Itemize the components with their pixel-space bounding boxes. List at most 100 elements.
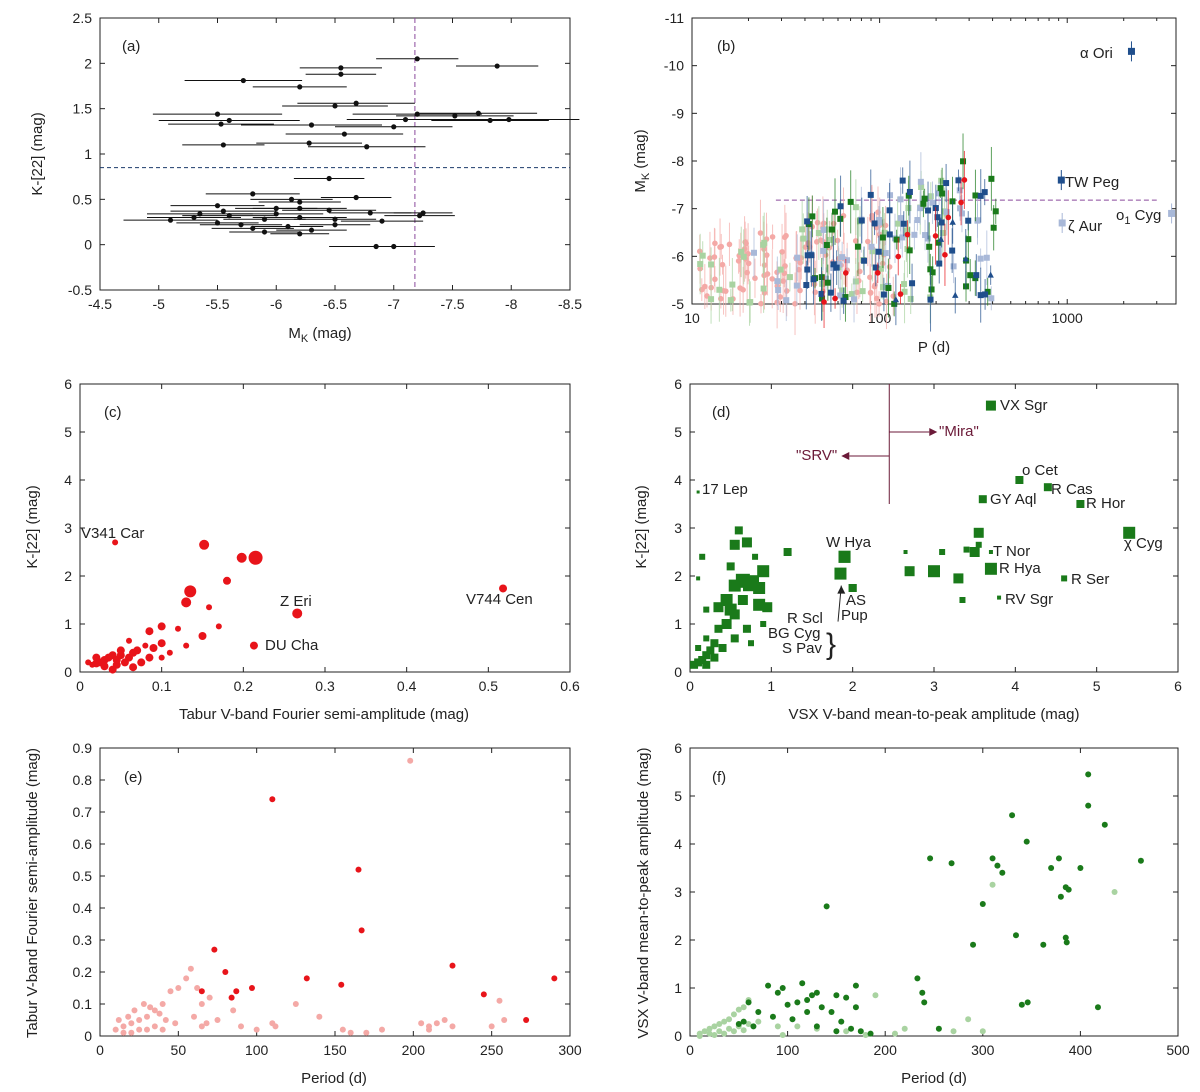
data-point-dark — [769, 1013, 776, 1020]
data-point-light — [418, 1020, 425, 1027]
ticks-f: 0 100 200 300 400 500 0 1 2 3 4 5 6 — [674, 740, 1190, 1058]
data-point — [757, 230, 764, 236]
x-tick-label: -8 — [505, 296, 518, 312]
data-point — [929, 269, 936, 276]
label-17-lep: 17 Lep — [702, 481, 748, 498]
data-point — [338, 71, 344, 77]
label-mira: "Mira" — [939, 423, 979, 440]
y-axis-label-c: K-[22] (mag) — [24, 485, 41, 568]
data-point — [962, 255, 969, 262]
data-point — [953, 573, 964, 584]
label-pup: Pup — [841, 607, 868, 624]
data-point — [854, 243, 861, 250]
data-point-light — [843, 1028, 850, 1035]
data-point — [379, 218, 385, 224]
y-tick-label: 0.1 — [73, 996, 93, 1012]
data-point — [775, 287, 782, 294]
data-point — [198, 632, 207, 640]
data-point-dark — [1062, 934, 1069, 941]
data-point — [716, 286, 723, 293]
data-point — [746, 299, 753, 306]
data-point-light — [115, 1017, 122, 1023]
data-point — [184, 585, 197, 598]
y-tick-label: -9 — [672, 105, 685, 121]
data-point-light — [794, 1023, 801, 1030]
y-tick-label: 6 — [64, 376, 72, 392]
data-point — [852, 204, 859, 211]
data-point — [928, 565, 940, 578]
data-point — [769, 276, 776, 282]
data-point — [879, 234, 886, 241]
data-point — [758, 300, 764, 307]
y-tick-label: 5 — [674, 788, 682, 804]
y-tick-label: 5 — [64, 424, 72, 440]
data-point — [793, 282, 800, 289]
data-point-dark — [1018, 1001, 1025, 1008]
y-tick-label: 0.5 — [73, 191, 93, 207]
data-point — [879, 284, 886, 291]
labels-d: "SRV" "Mira" VX Sgr ο Cet R Cas GY Aql R… — [702, 397, 1163, 661]
data-point — [730, 634, 739, 643]
data-point-light — [203, 1020, 210, 1027]
x-tick-label: 300 — [558, 1042, 582, 1058]
data-point — [223, 576, 231, 585]
data-point — [839, 254, 846, 261]
x-tick-label: 150 — [323, 1042, 347, 1058]
data-point-light — [441, 1017, 448, 1023]
data-point-dark — [211, 946, 218, 953]
plot-frame-f — [689, 747, 1179, 1037]
labelled-star-point — [997, 595, 1002, 600]
data-point — [783, 232, 789, 239]
data-point-dark — [248, 985, 255, 991]
labelled-star-point — [984, 562, 997, 575]
x-tick-label: 250 — [480, 1042, 504, 1058]
data-point — [142, 642, 149, 649]
data-point — [297, 231, 303, 237]
ticks-e: 0 50 100 150 200 250 300 0 0.1 0.2 0.3 0.4 0.5 0.6 0.7… — [73, 740, 582, 1058]
data-point-light — [230, 1007, 237, 1014]
data-point-light — [198, 1023, 205, 1030]
data-point-light — [363, 1029, 370, 1036]
data-point — [876, 301, 882, 307]
labelled-star-point — [838, 550, 851, 563]
y-tick-label: -0.5 — [68, 282, 92, 298]
data-point — [729, 281, 736, 288]
data-point-light — [1111, 889, 1118, 895]
data-point-light — [214, 1017, 221, 1023]
data-point-dark — [1063, 939, 1070, 946]
x-tick-label: -6 — [270, 296, 283, 312]
label-gy-aql: GY Aql — [990, 491, 1036, 508]
data-point — [726, 241, 733, 248]
data-point — [695, 645, 702, 651]
data-point — [332, 103, 338, 109]
data-point — [967, 272, 974, 279]
data-point — [911, 231, 918, 238]
y-tick-label: 3 — [64, 520, 72, 536]
data-point — [706, 646, 715, 655]
data-point — [992, 208, 999, 215]
data-point-dark — [1048, 865, 1055, 871]
y-tick-label: 2.5 — [73, 10, 93, 26]
data-point — [835, 261, 842, 268]
data-point — [800, 235, 807, 242]
data-point — [100, 662, 109, 671]
x-tick-label: 10 — [684, 310, 700, 326]
data-point — [215, 623, 222, 630]
data-point — [145, 627, 154, 636]
as-pup-arrow-head — [837, 585, 846, 594]
data-point — [973, 272, 980, 279]
data-point — [949, 218, 956, 225]
data-point — [332, 216, 338, 222]
data-point — [867, 289, 874, 296]
data-point-light — [726, 1016, 733, 1023]
data-point-light — [167, 988, 174, 995]
data-point-dark — [765, 982, 772, 989]
data-point-dark — [1077, 865, 1084, 871]
data-point — [936, 190, 943, 197]
data-point-light — [144, 1026, 150, 1033]
data-point — [907, 295, 914, 302]
data-point — [420, 210, 426, 216]
data-point-light — [488, 1023, 495, 1030]
data-point — [965, 236, 972, 243]
y-tick-label: 6 — [674, 376, 682, 392]
